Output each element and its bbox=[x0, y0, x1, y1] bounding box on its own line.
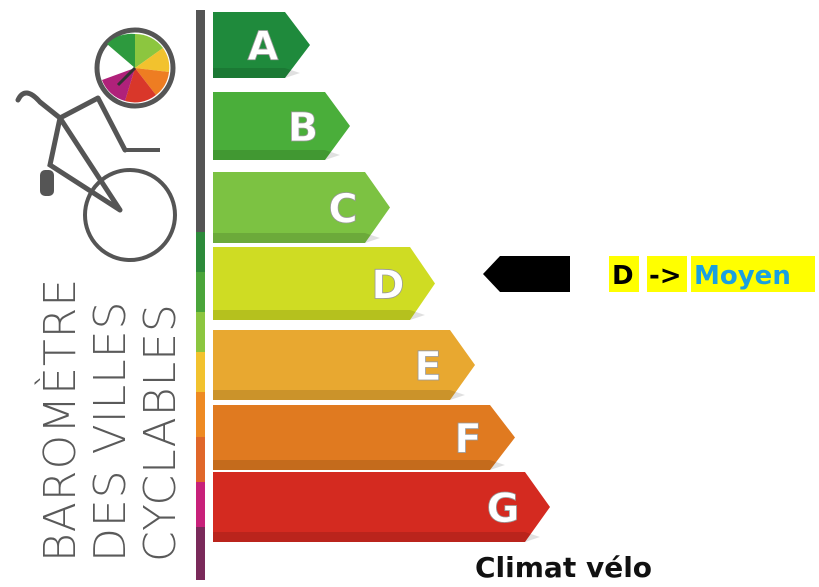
bar-shade bbox=[213, 150, 340, 160]
gauge-wedge bbox=[135, 33, 163, 68]
gauge-wedge bbox=[107, 33, 135, 68]
bar-shade bbox=[213, 68, 300, 78]
grade-letter: G bbox=[487, 486, 520, 532]
grade-bar bbox=[213, 472, 550, 542]
gauge-needle bbox=[116, 66, 137, 87]
bar-shade bbox=[213, 310, 425, 320]
grade-bar bbox=[213, 172, 390, 243]
gauge-ring bbox=[94, 27, 176, 109]
grade-bar bbox=[213, 405, 515, 470]
highlight bbox=[609, 256, 639, 292]
grade-letter: E bbox=[414, 344, 441, 390]
scale-seg bbox=[196, 232, 205, 272]
logo-line: BAROMÈTRE bbox=[33, 278, 86, 562]
caption: Climat vélo bbox=[475, 551, 652, 584]
logo-line: CYCLABLES bbox=[135, 303, 186, 562]
scale-seg bbox=[196, 482, 205, 527]
scale-seg bbox=[196, 312, 205, 352]
grade-letter: A bbox=[248, 24, 279, 70]
grade-bar bbox=[213, 92, 350, 160]
bar-shade bbox=[213, 233, 380, 243]
gauge-wedge bbox=[135, 48, 170, 72]
grade-letter: C bbox=[328, 187, 357, 233]
pointer-arrow bbox=[483, 256, 570, 292]
scale-seg bbox=[196, 272, 205, 312]
highlight bbox=[691, 256, 815, 292]
scale-seg bbox=[196, 392, 205, 437]
grade-letter: B bbox=[288, 105, 319, 151]
scale-seg bbox=[196, 527, 205, 580]
grade-bar bbox=[213, 12, 310, 78]
highlight bbox=[647, 256, 687, 292]
scale-seg bbox=[196, 437, 205, 482]
scale-seg bbox=[196, 10, 205, 232]
gauge-wedge bbox=[125, 68, 156, 103]
bar-shade bbox=[213, 460, 505, 470]
rating-label: Moyen bbox=[694, 261, 791, 291]
logo-line: DES VILLES bbox=[85, 301, 136, 562]
bar-shade bbox=[213, 390, 465, 400]
rating-arrow: -> bbox=[649, 261, 682, 291]
rating-grade: D bbox=[612, 261, 634, 291]
bike-wheel bbox=[83, 168, 177, 262]
bike-frame bbox=[15, 90, 128, 213]
logo-icon bbox=[15, 27, 177, 262]
grade-letter: F bbox=[454, 417, 481, 463]
side-scale bbox=[196, 10, 205, 580]
bike-seat bbox=[40, 170, 54, 196]
grade-letter: D bbox=[371, 263, 404, 309]
gauge-wedge bbox=[135, 68, 169, 95]
grade-bar bbox=[213, 247, 435, 320]
grade-bar bbox=[213, 330, 475, 400]
bar-shade bbox=[213, 532, 540, 542]
scale-seg bbox=[196, 352, 205, 392]
